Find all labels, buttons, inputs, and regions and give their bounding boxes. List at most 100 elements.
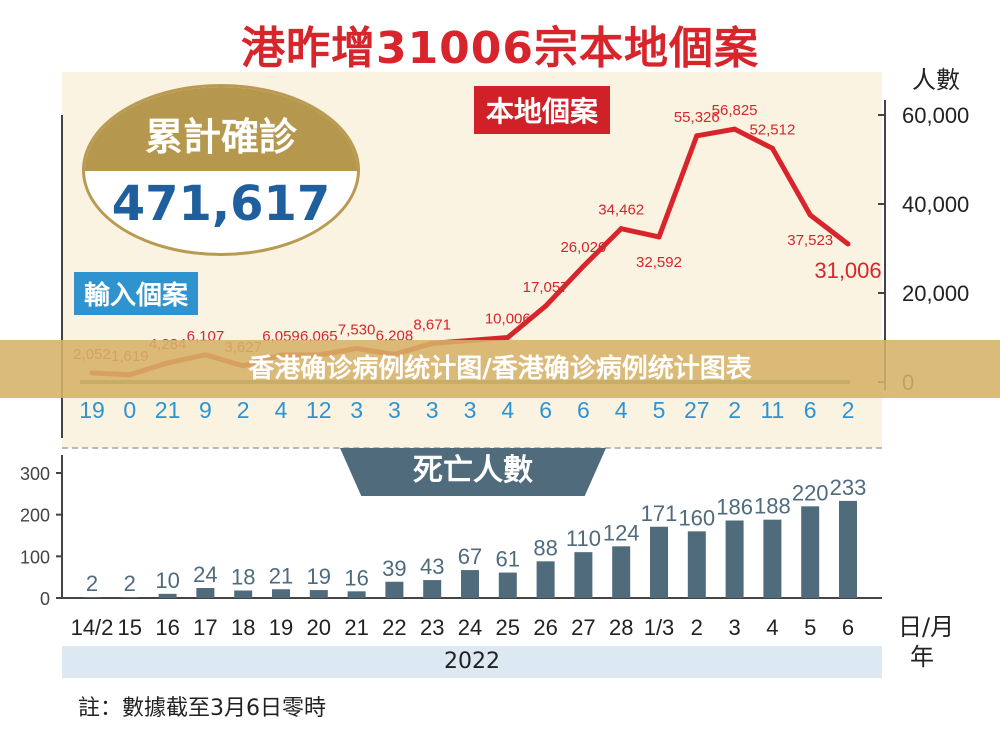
y-unit-label: 人數	[912, 66, 960, 94]
local-cases-point	[845, 241, 851, 247]
imported-cases-value: 19	[79, 397, 105, 423]
local-cases-point	[618, 226, 624, 232]
imported-cases-value: 6	[804, 397, 817, 423]
imported-cases-value: 0	[123, 397, 136, 423]
x-tick-label: 4	[766, 615, 778, 640]
imported-cases-value: 11	[760, 397, 784, 423]
imported-cases-value: 6	[577, 397, 590, 423]
x-tick-label: 23	[420, 615, 444, 640]
chart-title: 港昨增31006宗本地個案	[240, 23, 760, 74]
local-cases-label: 37,523	[787, 232, 833, 249]
local-cases-label: 56,825	[712, 102, 758, 119]
deaths-tag: 死亡人數	[340, 448, 606, 496]
imported-cases-value: 4	[615, 397, 628, 423]
cumulative-total-label: 累計確診	[85, 87, 357, 171]
x-unit-line-2: 年	[910, 643, 934, 671]
x-tick-label: 3	[728, 615, 740, 640]
local-cases-point	[656, 234, 662, 240]
local-cases-point	[694, 133, 700, 139]
deaths-bar	[461, 570, 479, 598]
imported-cases-value: 9	[199, 397, 212, 423]
deaths-bar	[498, 572, 517, 598]
deaths-value-label: 171	[641, 501, 678, 526]
x-tick-label: 6	[842, 615, 854, 640]
local-cases-label: 55,326	[674, 109, 720, 126]
watermark-banner: 香港确诊病例统计图/香港确诊病例统计图表	[0, 340, 1000, 398]
deaths-bar	[574, 552, 593, 598]
deaths-bar	[763, 519, 782, 598]
deaths-y-tick-label: 300	[20, 464, 50, 484]
deaths-value-label: 88	[533, 535, 557, 560]
deaths-value-label: 39	[382, 556, 406, 581]
year-band: 2022	[62, 646, 882, 678]
deaths-bar	[650, 526, 668, 598]
x-unit-line-1: 日/月	[898, 613, 955, 641]
x-tick-label: 14/2	[71, 615, 114, 640]
deaths-bar	[234, 590, 253, 598]
deaths-bar	[196, 588, 215, 598]
imported-cases-tag: 輸入個案	[74, 272, 199, 315]
deaths-bar	[536, 561, 555, 598]
x-tick-label: 17	[193, 615, 217, 640]
local-cases-label: 52,512	[749, 121, 795, 138]
imported-cases-value: 3	[350, 397, 363, 423]
y-tick-label: 60,000	[902, 103, 969, 128]
imported-cases-value: 4	[501, 397, 514, 423]
data-note: 註：數據截至3月6日零時	[78, 696, 326, 721]
imported-cases-value: 3	[426, 397, 439, 423]
deaths-bar	[725, 520, 744, 598]
imported-cases-value: 21	[155, 397, 181, 423]
imported-cases-value: 2	[842, 397, 855, 423]
x-tick-label: 20	[307, 615, 331, 640]
imported-cases-value: 2	[237, 397, 250, 423]
deaths-value-label: 43	[420, 554, 444, 579]
cumulative-total-badge: 累計確診 471,617	[82, 84, 360, 256]
local-cases-label: 26,020	[560, 239, 606, 256]
deaths-bar	[385, 581, 404, 598]
x-tick-label: 21	[344, 615, 368, 640]
y-tick-label: 40,000	[902, 192, 969, 217]
x-tick-label: 16	[155, 615, 179, 640]
deaths-value-label: 233	[830, 475, 867, 500]
x-unit-label: 日/月 年	[898, 612, 954, 672]
local-cases-point	[543, 303, 549, 309]
imported-cases-value: 4	[275, 397, 288, 423]
local-cases-label: 34,462	[598, 202, 644, 219]
deaths-bar	[801, 506, 820, 598]
deaths-value-label: 188	[754, 494, 791, 519]
imported-cases-value: 6	[539, 397, 552, 423]
x-tick-label: 28	[609, 615, 633, 640]
deaths-value-label: 2	[86, 571, 98, 596]
local-cases-point	[807, 212, 813, 218]
x-tick-label: 22	[382, 615, 406, 640]
cumulative-total-value: 471,617	[111, 176, 331, 232]
deaths-value-label: 67	[458, 544, 482, 569]
deaths-bar	[272, 589, 290, 598]
deaths-value-label: 16	[344, 565, 368, 590]
deaths-y-tick-label: 100	[20, 547, 50, 567]
local-cases-point	[505, 334, 511, 340]
deaths-bar	[612, 546, 631, 598]
deaths-bar	[309, 590, 328, 598]
deaths-bar	[347, 591, 366, 598]
deaths-bar	[120, 597, 139, 598]
x-tick-label: 2	[691, 615, 703, 640]
local-cases-point	[580, 263, 586, 269]
x-tick-label: 24	[458, 615, 482, 640]
deaths-value-label: 220	[792, 480, 829, 505]
deaths-value-label: 18	[231, 565, 255, 590]
imported-cases-value: 2	[728, 397, 741, 423]
deaths-value-label: 21	[269, 563, 293, 588]
deaths-value-label: 2	[124, 571, 136, 596]
deaths-bar	[839, 500, 857, 598]
deaths-value-label: 110	[566, 526, 601, 551]
local-cases-point	[769, 145, 775, 151]
deaths-value-label: 24	[193, 562, 217, 587]
imported-cases-value: 3	[464, 397, 477, 423]
x-tick-label: 5	[804, 615, 816, 640]
imported-cases-value: 27	[684, 397, 710, 423]
y-tick-label: 20,000	[902, 281, 969, 306]
deaths-y-tick-label: 0	[40, 589, 50, 609]
deaths-bar	[687, 531, 706, 598]
